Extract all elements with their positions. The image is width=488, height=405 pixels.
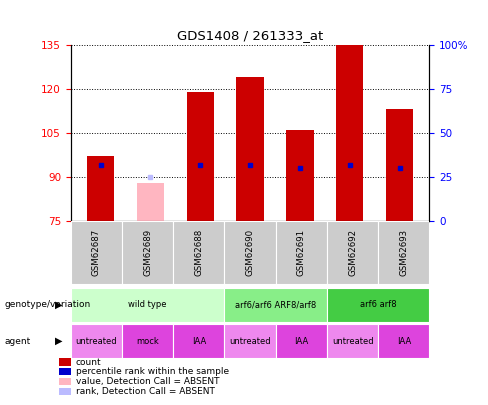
Text: value, Detection Call = ABSENT: value, Detection Call = ABSENT	[76, 377, 219, 386]
Text: GSM62688: GSM62688	[194, 228, 203, 276]
Bar	[186, 92, 214, 221]
Bar	[137, 183, 164, 221]
Bar	[71, 221, 122, 284]
Bar	[71, 288, 224, 322]
Text: ▶: ▶	[55, 336, 62, 346]
Text: rank, Detection Call = ABSENT: rank, Detection Call = ABSENT	[76, 387, 215, 396]
Bar	[224, 324, 276, 358]
Text: GSM62691: GSM62691	[297, 228, 306, 276]
Bar	[224, 221, 276, 284]
Bar	[87, 156, 114, 221]
Text: genotype/variation: genotype/variation	[5, 300, 91, 309]
Bar	[173, 324, 224, 358]
Text: wild type: wild type	[128, 300, 167, 309]
Text: GSM62690: GSM62690	[245, 228, 255, 276]
Bar	[236, 77, 264, 221]
Text: arf6 arf8: arf6 arf8	[360, 300, 397, 309]
Text: IAA: IAA	[397, 337, 411, 346]
Bar	[276, 324, 327, 358]
Text: GSM62693: GSM62693	[399, 228, 408, 276]
Bar	[71, 324, 122, 358]
Text: GSM62689: GSM62689	[143, 228, 152, 276]
Text: agent: agent	[5, 337, 31, 346]
Text: ▶: ▶	[55, 300, 62, 310]
Title: GDS1408 / 261333_at: GDS1408 / 261333_at	[177, 29, 323, 42]
Text: count: count	[76, 358, 102, 367]
Bar	[386, 109, 413, 221]
Text: untreated: untreated	[332, 337, 373, 346]
Text: untreated: untreated	[229, 337, 271, 346]
Text: arf6/arf6 ARF8/arf8: arf6/arf6 ARF8/arf8	[235, 300, 316, 309]
Text: untreated: untreated	[76, 337, 117, 346]
Bar	[286, 130, 314, 221]
Bar	[122, 221, 173, 284]
Bar	[378, 221, 429, 284]
Bar	[327, 288, 429, 322]
Bar	[327, 221, 378, 284]
Text: IAA: IAA	[294, 337, 308, 346]
Bar	[327, 324, 378, 358]
Bar	[276, 221, 327, 284]
Bar	[122, 324, 173, 358]
Text: GSM62687: GSM62687	[92, 228, 101, 276]
Text: percentile rank within the sample: percentile rank within the sample	[76, 367, 229, 376]
Bar	[336, 45, 364, 221]
Text: IAA: IAA	[192, 337, 206, 346]
Bar	[224, 288, 327, 322]
Bar	[173, 221, 224, 284]
Text: mock: mock	[136, 337, 159, 346]
Bar	[378, 324, 429, 358]
Text: GSM62692: GSM62692	[348, 228, 357, 276]
